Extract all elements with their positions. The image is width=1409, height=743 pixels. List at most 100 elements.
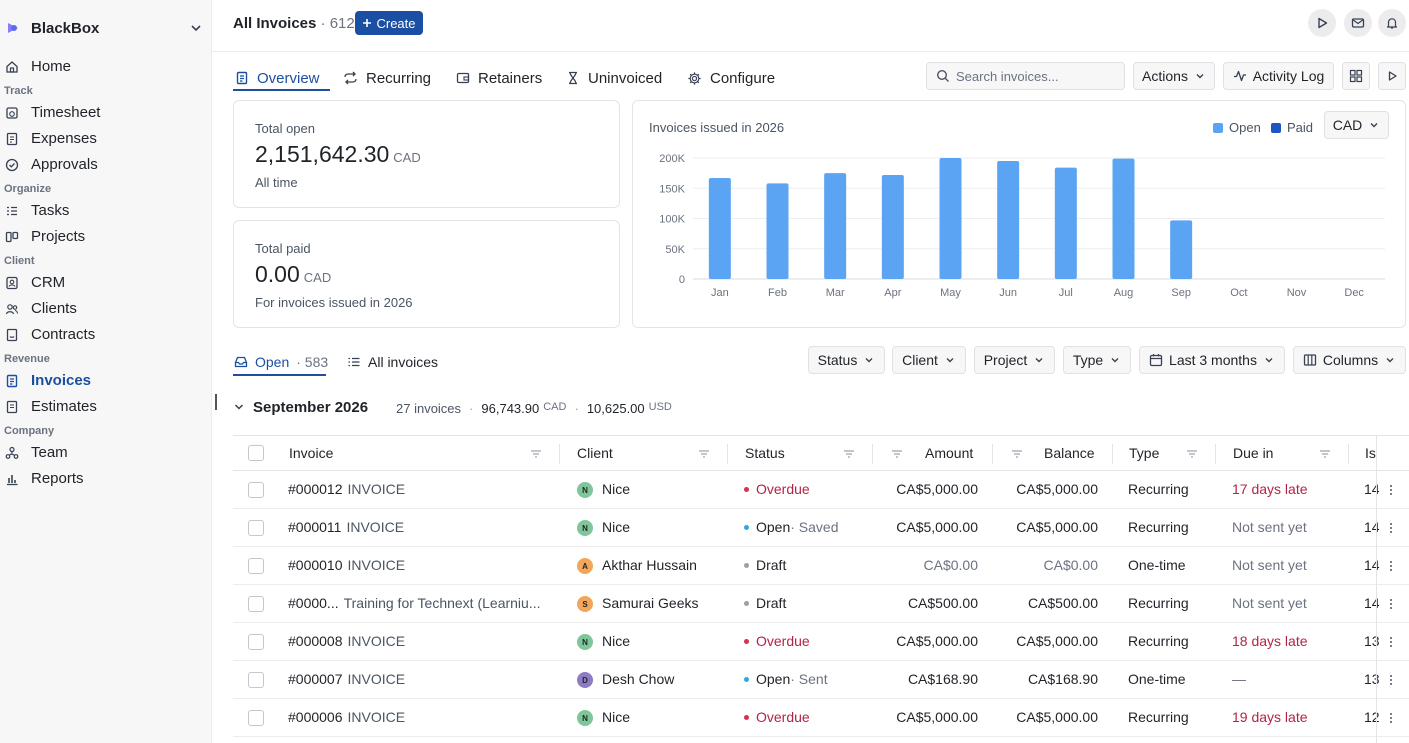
filter-status[interactable]: Status [808, 346, 885, 374]
invoice-cell[interactable]: #000008 INVOICE [288, 633, 405, 649]
search-box[interactable] [926, 62, 1125, 90]
filter-lines-icon[interactable] [891, 449, 903, 459]
present-button[interactable] [1378, 62, 1406, 90]
sidebar-item-estimates[interactable]: Estimates [0, 394, 212, 420]
bar-open-feb[interactable] [766, 183, 789, 279]
more-vertical-icon[interactable] [1389, 598, 1393, 610]
client-name[interactable]: Nice [602, 709, 631, 725]
client-name[interactable]: Nice [602, 633, 631, 649]
row-checkbox[interactable] [248, 520, 264, 536]
column-header-issued[interactable]: Is [1365, 445, 1376, 461]
actions-dropdown[interactable]: Actions [1133, 62, 1215, 90]
sidebar-item-projects[interactable]: Projects [0, 224, 212, 250]
sidebar-item-approvals[interactable]: Approvals [0, 152, 212, 178]
sidebar-item-expenses[interactable]: Expenses [0, 126, 212, 152]
table-row[interactable]: #000008 INVOICE N Nice Overdue CA$5,000.00 CA$… [233, 623, 1409, 661]
row-checkbox[interactable] [248, 672, 264, 688]
filter-lines-icon[interactable] [1186, 449, 1198, 459]
sidebar-item-contracts[interactable]: Contracts [0, 322, 212, 348]
more-vertical-icon[interactable] [1389, 522, 1393, 534]
sidebar-resize-handle[interactable] [215, 394, 217, 410]
sidebar-item-team[interactable]: Team [0, 440, 212, 466]
more-vertical-icon[interactable] [1389, 636, 1393, 648]
bar-open-apr[interactable] [881, 174, 904, 279]
grid-view-button[interactable] [1342, 62, 1370, 90]
column-header-type[interactable]: Type [1129, 445, 1160, 461]
tab-recurring[interactable]: Recurring [343, 66, 431, 90]
filter-lines-icon[interactable] [843, 449, 855, 459]
filter-date-range[interactable]: Last 3 months [1139, 346, 1285, 374]
filter-lines-icon[interactable] [698, 449, 710, 459]
column-divider[interactable] [992, 444, 993, 464]
bar-open-aug[interactable] [1112, 158, 1135, 279]
column-header-client[interactable]: Client [577, 445, 613, 461]
activity-log-button[interactable]: Activity Log [1223, 62, 1334, 90]
invoice-cell[interactable]: #000006 INVOICE [288, 709, 405, 725]
chevron-down-icon[interactable] [189, 21, 203, 35]
table-row[interactable]: #000006 INVOICE N Nice Overdue CA$5,000.00 CA$… [233, 699, 1409, 737]
row-checkbox[interactable] [248, 558, 264, 574]
invoice-cell[interactable]: #000011 INVOICE [288, 519, 404, 535]
messages-button[interactable] [1344, 9, 1372, 37]
filter-project[interactable]: Project [974, 346, 1055, 374]
bar-open-jun[interactable] [997, 161, 1020, 279]
column-header-invoice[interactable]: Invoice [289, 445, 334, 461]
more-vertical-icon[interactable] [1389, 712, 1393, 724]
play-button[interactable] [1308, 9, 1336, 37]
bar-open-may[interactable] [939, 158, 962, 279]
sidebar-item-tasks[interactable]: Tasks [0, 198, 212, 224]
table-row[interactable]: #0000... Training for Technext (Learniu..… [233, 585, 1409, 623]
invoice-cell[interactable]: #0000... Training for Technext (Learniu..… [288, 595, 541, 611]
column-divider[interactable] [1215, 444, 1216, 464]
notifications-button[interactable] [1378, 9, 1406, 37]
bar-open-jul[interactable] [1054, 167, 1077, 279]
tab-retainers[interactable]: Retainers [456, 66, 542, 90]
column-divider[interactable] [1348, 444, 1349, 464]
client-name[interactable]: Nice [602, 519, 631, 535]
row-checkbox[interactable] [248, 482, 264, 498]
tab-configure[interactable]: Configure [687, 66, 775, 90]
column-header-amount[interactable]: Amount [925, 445, 974, 461]
sidebar-item-home[interactable]: Home [0, 54, 212, 80]
columns-button[interactable]: Columns [1293, 346, 1406, 374]
invoice-cell[interactable]: #000007 INVOICE [288, 671, 405, 687]
row-checkbox[interactable] [248, 634, 264, 650]
client-name[interactable]: Samurai Geeks [602, 595, 699, 611]
filter-lines-icon[interactable] [530, 449, 542, 459]
column-divider[interactable] [559, 444, 560, 464]
column-divider[interactable] [872, 444, 873, 464]
table-row[interactable]: #000011 INVOICE N Nice Open· Saved CA$5,000.0… [233, 509, 1409, 547]
client-name[interactable]: Desh Chow [602, 671, 675, 687]
table-row[interactable]: #000010 INVOICE A Akthar Hussain Draft CA$0.0… [233, 547, 1409, 585]
row-checkbox[interactable] [248, 596, 264, 612]
row-checkbox[interactable] [248, 710, 264, 726]
column-divider[interactable] [1112, 444, 1113, 464]
group-header[interactable]: September 2026 [233, 396, 368, 418]
invoice-cell[interactable]: #000012 INVOICE [288, 481, 405, 497]
column-header-status[interactable]: Status [745, 445, 785, 461]
sidebar-item-invoices[interactable]: Invoices [0, 368, 212, 394]
column-divider[interactable] [727, 444, 728, 464]
more-vertical-icon[interactable] [1389, 674, 1393, 686]
search-input[interactable] [956, 68, 1106, 84]
sidebar-item-timesheet[interactable]: Timesheet [0, 100, 212, 126]
filter-type[interactable]: Type [1063, 346, 1131, 374]
bar-open-mar[interactable] [824, 173, 847, 279]
sidebar-item-crm[interactable]: CRM [0, 270, 212, 296]
select-all-checkbox[interactable] [248, 445, 264, 461]
tab-uninvoiced[interactable]: Uninvoiced [566, 66, 662, 90]
filter-lines-icon[interactable] [1319, 449, 1331, 459]
client-name[interactable]: Akthar Hussain [602, 557, 697, 573]
client-name[interactable]: Nice [602, 481, 631, 497]
invoice-cell[interactable]: #000010 INVOICE [288, 557, 405, 573]
bar-open-sep[interactable] [1170, 220, 1193, 279]
filter-lines-icon[interactable] [1011, 449, 1023, 459]
chevron-down-icon[interactable] [233, 401, 245, 413]
more-vertical-icon[interactable] [1389, 484, 1393, 496]
currency-select[interactable]: CAD [1324, 111, 1389, 139]
more-vertical-icon[interactable] [1389, 560, 1393, 572]
workspace-switcher[interactable]: BlackBox [0, 14, 212, 42]
subtab-all-invoices[interactable]: All invoices [347, 352, 438, 372]
bar-open-jan[interactable] [708, 177, 731, 279]
column-header-balance[interactable]: Balance [1044, 445, 1095, 461]
